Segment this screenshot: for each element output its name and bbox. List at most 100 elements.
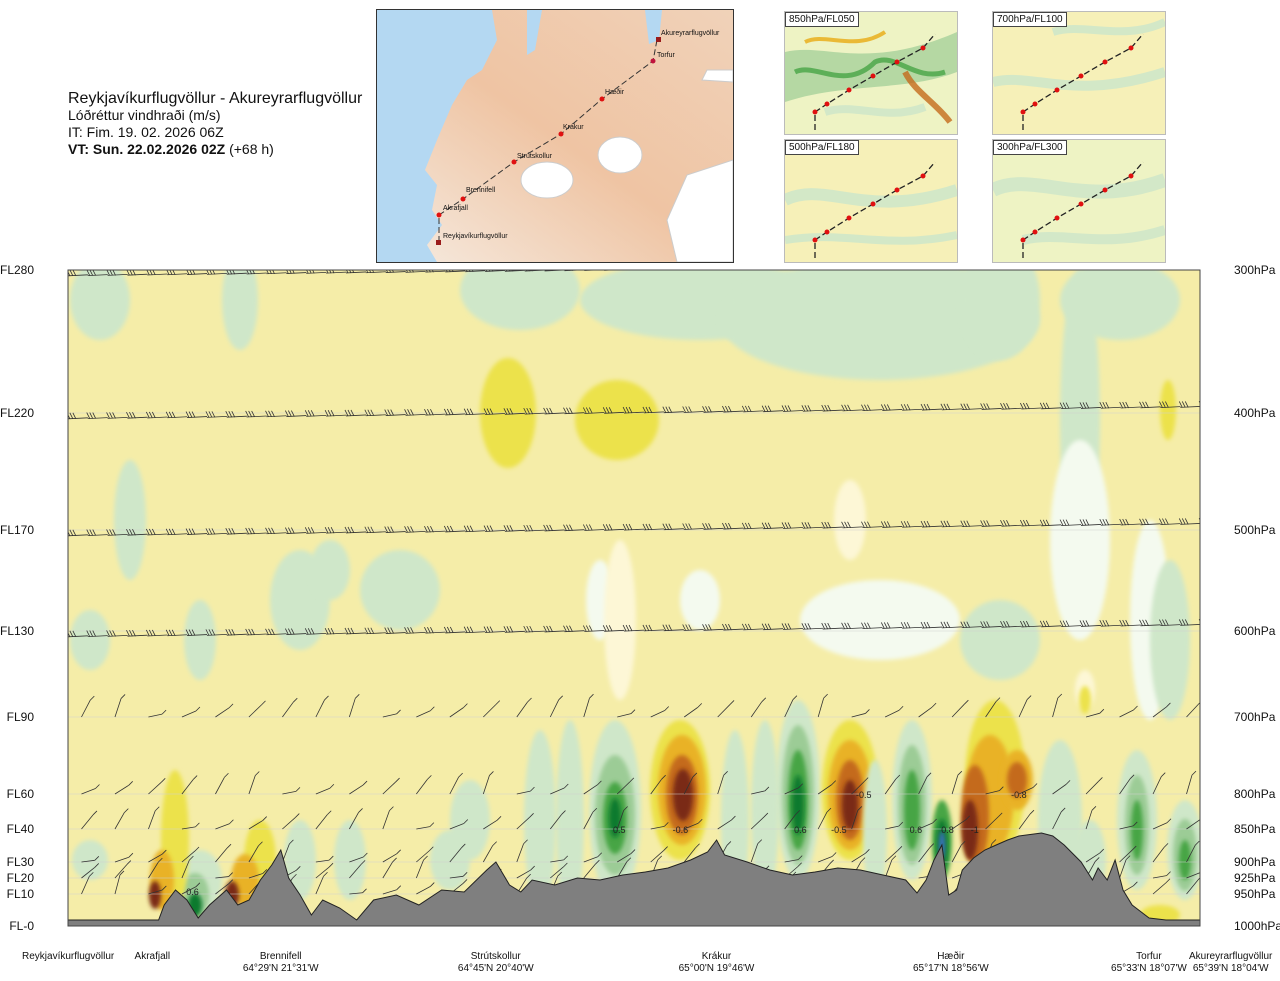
wind-barb bbox=[1159, 401, 1181, 409]
waypoint-akureyri bbox=[656, 37, 661, 42]
wind-barb bbox=[1060, 260, 1081, 266]
flight-level-label: FL40 bbox=[6, 822, 34, 836]
wind-barb bbox=[285, 628, 307, 635]
wind-barb bbox=[68, 636, 69, 637]
wind-barb bbox=[781, 405, 804, 412]
wind-barb bbox=[215, 703, 234, 718]
wind-barb bbox=[717, 700, 735, 718]
wind-barb bbox=[821, 404, 843, 412]
lead-time: (+68 h) bbox=[229, 141, 274, 157]
location-coordinates: 65°00'N 19°46'W bbox=[678, 963, 755, 974]
pressure-level-label: 700hPa bbox=[1234, 710, 1276, 724]
wind-barb bbox=[449, 819, 469, 830]
wind-barb bbox=[662, 624, 684, 632]
waypoint-reykjavik bbox=[436, 240, 441, 245]
wind-barb bbox=[344, 409, 366, 417]
wind-barb bbox=[86, 630, 108, 637]
location-name: Akrafjall bbox=[134, 951, 171, 962]
velocity-region bbox=[149, 881, 161, 909]
wind-barb bbox=[817, 693, 828, 718]
wind-barb bbox=[483, 525, 506, 532]
wind-barb bbox=[114, 870, 125, 895]
wind-barb bbox=[248, 771, 260, 795]
velocity-region bbox=[1131, 800, 1143, 860]
wind-barb bbox=[985, 812, 1003, 830]
wind-barb bbox=[265, 628, 287, 636]
velocity-region bbox=[863, 760, 887, 900]
wind-barb bbox=[722, 522, 744, 530]
waypoint-haedir bbox=[599, 96, 605, 102]
wind-barb bbox=[1059, 402, 1082, 410]
wind-barb bbox=[880, 622, 903, 629]
wind-barb bbox=[1119, 705, 1138, 718]
wind-barb bbox=[166, 270, 188, 276]
wind-barb bbox=[781, 522, 804, 529]
location-label: Akrafjall bbox=[135, 951, 171, 963]
wind-barb bbox=[622, 406, 645, 414]
wind-barb bbox=[1120, 259, 1141, 265]
wind-barb bbox=[516, 865, 535, 879]
velocity-region bbox=[450, 780, 490, 860]
velocity-region bbox=[960, 600, 1040, 680]
map-label-brennifell: Brennifell bbox=[466, 187, 496, 194]
wind-barb bbox=[1019, 519, 1042, 527]
wind-barb bbox=[822, 262, 843, 268]
wind-barb bbox=[1198, 518, 1200, 521]
wind-barb bbox=[583, 852, 603, 863]
wind-barb bbox=[642, 624, 664, 632]
wind-barb bbox=[583, 693, 594, 718]
wind-barb bbox=[114, 694, 126, 718]
wind-barb bbox=[181, 775, 198, 795]
wind-barb bbox=[114, 808, 129, 830]
contour-label: 0.5 bbox=[613, 825, 626, 835]
wind-barb bbox=[1019, 620, 1042, 628]
wind-barb bbox=[762, 263, 783, 269]
pressure-level-label: 600hPa bbox=[1234, 624, 1276, 638]
wind-barb bbox=[81, 863, 100, 879]
wind-barb bbox=[114, 860, 132, 879]
panel-500hpa: 500hPa/FL180 bbox=[784, 139, 958, 263]
wind-barb bbox=[1059, 519, 1082, 527]
wind-barb bbox=[1152, 702, 1171, 718]
wind-barb bbox=[1159, 518, 1181, 526]
wind-barb bbox=[248, 700, 266, 718]
velocity-region bbox=[960, 270, 1040, 360]
wind-barb bbox=[1139, 619, 1161, 627]
wind-barb bbox=[961, 261, 982, 267]
wind-barb bbox=[742, 263, 763, 269]
wind-barb bbox=[145, 411, 168, 419]
wind-barb bbox=[602, 524, 625, 531]
wind-barb bbox=[416, 882, 435, 895]
wind-barb bbox=[920, 403, 943, 411]
wind-barb bbox=[563, 625, 585, 633]
wind-barb bbox=[463, 525, 486, 533]
wind-barb bbox=[349, 808, 363, 830]
wind-barb bbox=[717, 815, 736, 830]
wind-barb bbox=[126, 529, 148, 536]
wind-barb bbox=[1152, 818, 1172, 830]
flight-level-label: FL60 bbox=[6, 787, 34, 801]
wind-barb bbox=[616, 777, 635, 795]
wind-barb bbox=[315, 783, 335, 795]
wind-barb bbox=[225, 410, 247, 418]
wind-barb bbox=[126, 630, 148, 637]
wind-barb bbox=[424, 626, 446, 634]
wind-barb bbox=[315, 871, 328, 895]
pressure-level-label: 925hPa bbox=[1234, 871, 1276, 885]
wind-barb bbox=[285, 527, 307, 534]
map-label-strutskollur: Strútskollur bbox=[517, 153, 553, 160]
wind-barb bbox=[1018, 783, 1038, 795]
wind-barb bbox=[643, 270, 652, 271]
wind-barb bbox=[841, 622, 863, 630]
wind-barb bbox=[443, 408, 466, 416]
wind-barb bbox=[348, 694, 360, 718]
contour-label: -1 bbox=[971, 825, 979, 835]
wind-barb bbox=[463, 408, 486, 416]
wind-barb bbox=[951, 770, 963, 795]
wind-barb bbox=[384, 409, 406, 416]
velocity-region bbox=[834, 480, 866, 560]
wind-barb bbox=[148, 778, 166, 795]
wind-barb bbox=[205, 411, 227, 418]
wind-barb bbox=[1018, 809, 1035, 830]
wind-barb bbox=[940, 403, 962, 411]
